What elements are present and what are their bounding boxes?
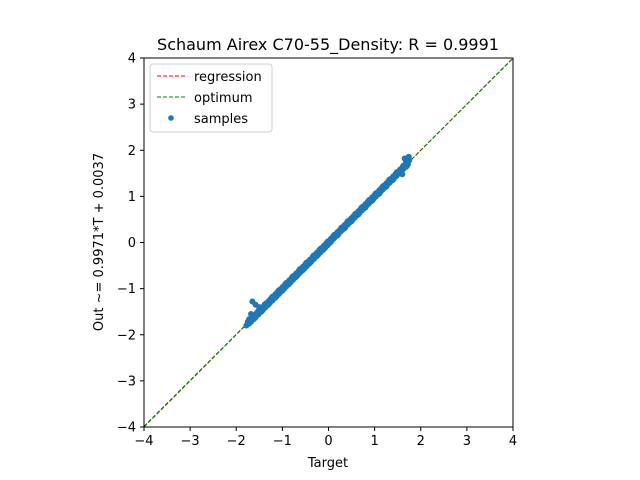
legend-samples-swatch <box>168 115 174 121</box>
y-tick-label: 4 <box>128 52 136 67</box>
y-tick-label: 1 <box>128 190 136 205</box>
x-tick-label: −1 <box>273 434 292 449</box>
sample-point <box>251 315 258 322</box>
y-tick-label: 3 <box>128 98 136 113</box>
x-tick-label: −2 <box>227 434 246 449</box>
legend-box <box>149 63 273 133</box>
sample-point <box>320 245 327 252</box>
sample-point <box>286 280 293 287</box>
y-tick-label: −3 <box>117 374 136 389</box>
sample-point <box>334 232 341 239</box>
sample-point <box>248 310 255 317</box>
sample-point <box>341 225 348 232</box>
sample-point <box>376 190 383 197</box>
plot-area <box>143 57 514 428</box>
y-tick-label: 2 <box>128 144 136 159</box>
sample-point <box>279 287 286 294</box>
x-tick-label: 1 <box>370 434 378 449</box>
sample-point <box>307 259 314 266</box>
sample-point <box>362 204 369 211</box>
legend-optimum-label: optimum <box>194 91 252 106</box>
y-tick-label: −2 <box>117 328 136 343</box>
sample-point <box>383 183 390 190</box>
x-tick-label: 4 <box>509 434 517 449</box>
y-tick-label: 0 <box>128 236 136 251</box>
x-tick-label: 0 <box>324 434 332 449</box>
sample-point <box>399 171 406 178</box>
sample-point <box>355 211 362 218</box>
y-tick-label: −4 <box>117 421 136 436</box>
y-tick-label: −1 <box>117 282 136 297</box>
sample-point <box>265 301 272 308</box>
legend: regression optimum samples <box>149 63 273 133</box>
sample-point <box>272 294 279 301</box>
legend-samples-label: samples <box>194 112 248 127</box>
sample-point <box>348 218 355 225</box>
sample-point <box>402 158 409 165</box>
sample-point <box>390 176 397 183</box>
x-tick-label: −4 <box>134 434 153 449</box>
chart-title: Schaum Airex C70-55_Density: R = 0.9991 <box>157 35 499 55</box>
y-axis-label: Out ~= 0.9971*T + 0.0037 <box>92 153 107 331</box>
y-axis: −4 −3 −2 −1 0 1 2 3 4 <box>117 52 144 436</box>
sample-point <box>256 304 263 311</box>
x-tick-label: −3 <box>181 434 200 449</box>
x-tick-label: 2 <box>417 434 425 449</box>
sample-point <box>369 197 376 204</box>
sample-point <box>300 266 307 273</box>
sample-point <box>293 273 300 280</box>
sample-point <box>327 239 334 246</box>
sample-points <box>243 153 413 329</box>
x-tick-label: 3 <box>463 434 471 449</box>
x-axis: −4 −3 −2 −1 0 1 2 3 4 <box>134 427 517 449</box>
x-axis-label: Target <box>307 456 348 471</box>
sample-point <box>313 252 320 259</box>
legend-regression-label: regression <box>194 70 262 85</box>
